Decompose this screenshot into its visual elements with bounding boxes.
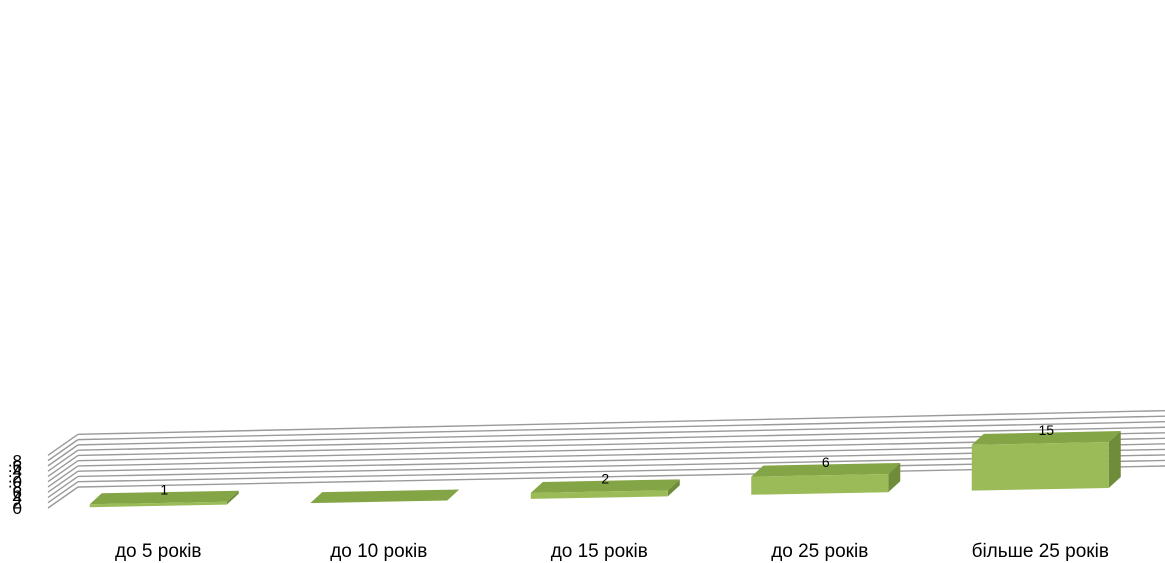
gridline-depth <box>47 454 79 477</box>
bar-top <box>310 489 460 504</box>
bars <box>89 431 1121 508</box>
y-tick-label: .0 <box>8 473 22 492</box>
bar-front <box>530 490 668 499</box>
bar-front <box>751 473 889 495</box>
gridline-depth <box>47 449 79 472</box>
gridline-depth <box>47 481 79 504</box>
y-tick-label: .2 <box>8 467 22 486</box>
data-label: 1 <box>160 482 168 498</box>
gridline-depth <box>47 439 79 462</box>
bar-front <box>971 442 1109 491</box>
x-axis-tick-labels: до 5 років до 10 років до 15 років до 25 ро… <box>115 541 1109 562</box>
bar <box>751 462 901 495</box>
x-tick-label: до 10 років <box>330 541 427 562</box>
gridline-depth <box>47 460 79 483</box>
gridline <box>77 415 1165 441</box>
data-label: 2 <box>601 470 609 486</box>
y-tick-label: 8 <box>13 478 22 497</box>
bar-side <box>226 490 239 505</box>
data-label: 15 <box>1038 422 1054 438</box>
gridline <box>77 409 1165 436</box>
gridline-depth <box>47 433 79 456</box>
y-tick-label: .8 <box>8 452 22 471</box>
gridline-depth <box>47 475 79 499</box>
y-tick-label: 4 <box>13 488 22 507</box>
gridline-depth <box>47 465 79 488</box>
y-tick-label: .4 <box>8 462 22 481</box>
bar <box>530 479 680 499</box>
gridline-depth <box>47 486 79 509</box>
bar-front <box>89 501 227 508</box>
bar <box>310 489 460 504</box>
gridline-depth <box>47 470 79 493</box>
x-tick-label: більше 25 років <box>972 541 1109 562</box>
bar <box>971 431 1121 491</box>
data-labels: 1 2 6 15 <box>160 422 1054 498</box>
y-tick-label: .6 <box>8 457 22 476</box>
gridline <box>77 421 1165 446</box>
bar-side <box>888 462 901 493</box>
bar-top <box>530 479 680 493</box>
x-tick-label: до 25 років <box>771 541 868 562</box>
bar-top <box>751 462 901 477</box>
x-tick-label: до 5 років <box>115 541 202 562</box>
bar-side <box>667 479 680 497</box>
bar-top <box>89 490 239 505</box>
y-tick-label: 0 <box>13 499 22 518</box>
gridline-depth <box>47 444 79 467</box>
x-tick-label: до 15 років <box>551 541 648 562</box>
bar-top <box>971 431 1121 445</box>
bar <box>89 490 239 508</box>
y-tick-label: 2 <box>13 494 22 513</box>
bar-side <box>1108 431 1121 489</box>
y-tick-label: 6 <box>13 483 22 502</box>
gridline <box>77 426 1165 451</box>
data-label: 6 <box>822 454 830 470</box>
